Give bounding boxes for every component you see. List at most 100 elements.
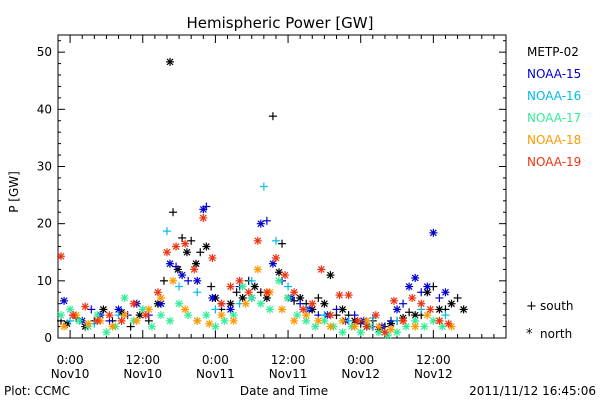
point-noaa-19-north — [299, 305, 308, 314]
hemisphere-symbol: + — [526, 299, 537, 314]
point-noaa-19-north — [399, 316, 408, 325]
point-noaa-15-south — [296, 299, 305, 308]
plot-frame — [57, 34, 507, 339]
point-noaa-18-north — [217, 311, 226, 320]
x-tick-label-date: Nov10 — [51, 367, 90, 381]
point-noaa-15-south — [350, 311, 359, 320]
point-noaa-16-south — [162, 227, 171, 236]
point-metp-02-north — [135, 311, 144, 320]
y-axis-label: P [GW] — [7, 171, 21, 213]
point-noaa-19-north — [262, 288, 271, 297]
y-tick-label: 50 — [37, 45, 52, 59]
point-noaa-17-north — [238, 282, 247, 291]
point-metp-02-north — [447, 299, 456, 308]
point-metp-02-north — [326, 271, 335, 280]
point-noaa-17-north — [411, 316, 420, 325]
point-noaa-18-north — [169, 276, 178, 285]
point-noaa-17-north — [256, 299, 265, 308]
point-noaa-18-north — [374, 322, 383, 331]
point-noaa-17-north — [102, 328, 111, 337]
point-noaa-17-north — [247, 293, 256, 302]
point-noaa-15-south — [417, 288, 426, 297]
point-noaa-19-north — [153, 288, 162, 297]
x-tick-label-time: 12:00 — [416, 353, 451, 367]
point-noaa-19-north — [217, 299, 226, 308]
point-noaa-17-north — [202, 311, 211, 320]
point-noaa-19-north — [362, 322, 371, 331]
point-noaa-19-north — [235, 276, 244, 285]
point-metp-02-north — [435, 305, 444, 314]
point-noaa-19-north — [208, 253, 217, 262]
point-noaa-15-north — [114, 305, 123, 314]
point-noaa-19-north — [308, 299, 317, 308]
point-noaa-15-north — [208, 293, 217, 302]
legend: METP-02 NOAA-15 NOAA-16 NOAA-17 NOAA-18 NOAA-… — [527, 45, 581, 169]
point-noaa-16-south — [441, 311, 450, 320]
point-noaa-19-north — [226, 282, 235, 291]
y-tick-label: 40 — [37, 102, 52, 116]
x-tick-label-date: Nov12 — [341, 367, 380, 381]
legend-item: NOAA-17 — [527, 111, 581, 125]
hemisphere-label: north — [540, 327, 572, 341]
point-noaa-15-south — [435, 293, 444, 302]
point-noaa-15-south — [184, 276, 193, 285]
point-metp-02-south — [196, 248, 205, 257]
point-noaa-16-south — [259, 182, 268, 191]
point-noaa-17-north — [220, 316, 229, 325]
x-tick-label-date: Nov11 — [196, 367, 235, 381]
point-noaa-18-north — [205, 319, 214, 328]
point-metp-02-north — [459, 305, 468, 314]
point-noaa-18-north — [84, 319, 93, 328]
legend-item: NOAA-19 — [527, 155, 581, 169]
point-noaa-15-north — [423, 282, 432, 291]
point-metp-02-south — [278, 239, 286, 248]
point-noaa-17-north — [374, 328, 383, 337]
point-noaa-17-north — [438, 322, 447, 331]
point-noaa-19-north — [353, 316, 362, 325]
hemisphere-symbol: * — [526, 327, 533, 342]
legend-item: NOAA-18 — [527, 133, 581, 147]
point-noaa-17-north — [66, 305, 75, 314]
point-noaa-18-north — [193, 316, 202, 325]
x-axis-label: Date and Time — [240, 384, 328, 398]
point-noaa-16-south — [66, 316, 75, 325]
hemisphere-marker-legend: + south * north — [526, 299, 574, 342]
point-metp-02-north — [166, 57, 174, 66]
point-noaa-18-north — [120, 311, 129, 320]
point-noaa-17-north — [120, 293, 129, 302]
chart-title: Hemispheric Power [GW] — [187, 14, 374, 32]
point-noaa-15-north — [429, 228, 438, 237]
point-noaa-19-north — [380, 328, 389, 337]
y-tick-label: 20 — [37, 217, 52, 231]
point-noaa-17-north — [429, 316, 438, 325]
point-metp-02-north — [99, 305, 108, 314]
point-noaa-19-north — [281, 271, 290, 280]
x-tick-label-date: Nov11 — [269, 367, 308, 381]
legend-item: NOAA-16 — [527, 89, 581, 103]
point-noaa-19-north — [162, 248, 171, 257]
point-noaa-19-north — [199, 213, 208, 222]
point-noaa-17-north — [265, 305, 274, 314]
point-noaa-19-north — [390, 296, 398, 305]
point-noaa-18-north — [60, 322, 69, 331]
point-noaa-18-north — [181, 305, 190, 314]
point-noaa-17-north — [147, 322, 156, 331]
x-tick-label-time: 0:00 — [202, 353, 229, 367]
point-noaa-16-south — [211, 305, 220, 314]
point-noaa-19-north — [57, 252, 66, 261]
point-metp-02-south — [232, 288, 241, 297]
point-metp-02-south — [453, 293, 462, 302]
point-metp-02-north — [250, 282, 259, 291]
point-noaa-15-south — [332, 305, 341, 314]
point-noaa-17-north — [284, 293, 293, 302]
point-noaa-19-north — [141, 311, 150, 320]
x-tick-label-date: Nov12 — [414, 367, 453, 381]
y-tick-label: 0 — [44, 331, 52, 345]
point-noaa-18-north — [108, 322, 117, 331]
point-noaa-16-south — [284, 282, 293, 291]
legend-item: NOAA-15 — [527, 67, 581, 81]
point-metp-02-south — [207, 282, 216, 291]
point-noaa-15-north — [441, 288, 450, 297]
point-noaa-19-north — [335, 291, 344, 300]
point-noaa-18-north — [411, 322, 420, 331]
